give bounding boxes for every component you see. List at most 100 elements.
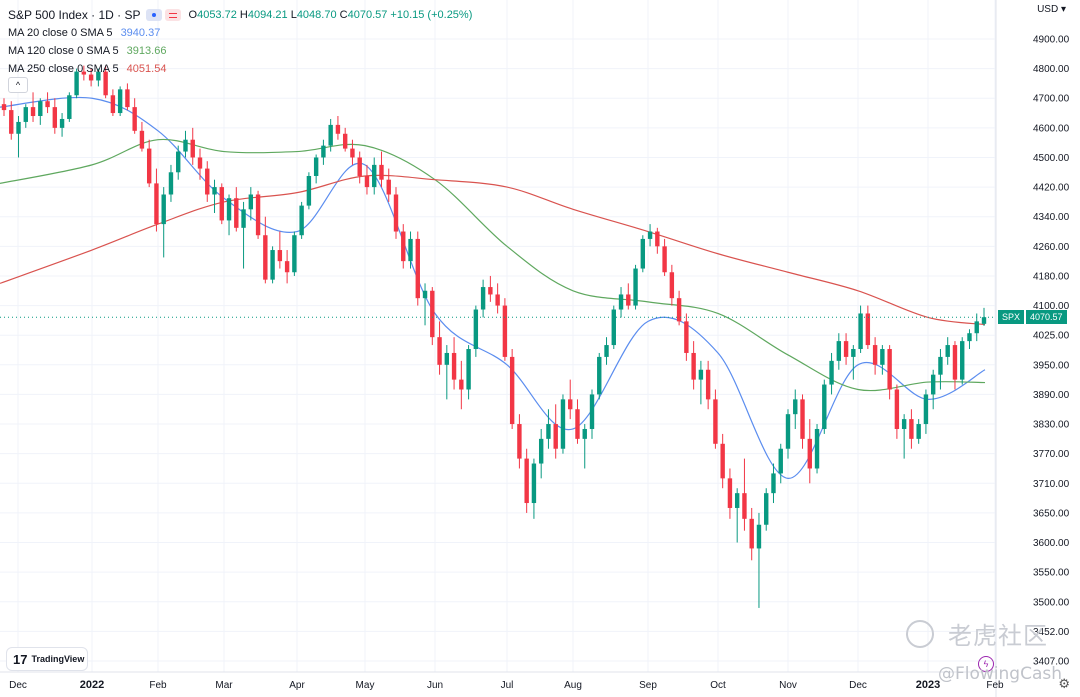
candle-body [444,352,450,365]
candle [168,164,174,202]
candle-body [517,424,522,459]
ma120-label: MA 120 close 0 SMA 5 [8,45,119,57]
time-tick-label: 2022 [80,679,104,691]
candle-body [154,183,159,225]
candle-body [793,399,798,415]
candle-body [938,356,943,375]
candle [132,98,137,134]
visibility-eye-icon[interactable] [145,9,162,21]
tradingview-logo-text: TradingView [31,654,85,664]
candle [698,360,704,405]
collapse-legend-button[interactable]: ^ [8,77,28,93]
candle [379,151,384,188]
candle-body [676,298,682,322]
candle-body [568,399,573,410]
candle [930,369,936,410]
candle-body [284,261,290,273]
candle [176,145,181,180]
candle-body [255,194,261,236]
candle [393,187,399,239]
price-tick-label: 4700.00 [1033,94,1070,105]
candle-body [459,379,464,390]
candle [814,424,820,474]
candle-body [103,71,108,96]
candle [662,238,667,276]
price-tick-label: 3452.00 [1033,627,1070,638]
price-tick-label: 3550.00 [1033,568,1070,579]
currency-selector[interactable]: USD ▾ [1037,4,1066,15]
candle [117,86,123,117]
candle-body [618,294,624,310]
chevron-down-icon: ▾ [1060,4,1066,15]
candle-body [190,139,195,158]
candle-body [502,305,508,357]
candle [292,231,297,276]
candle [364,164,370,195]
candle [894,384,900,439]
candle [960,337,965,385]
time-tick-label: 2023 [916,679,940,691]
candle [517,414,522,469]
badge-value: 4070.57 [1026,310,1067,325]
candle [822,379,827,434]
price-tick-label: 4180.00 [1033,271,1070,282]
candle-body [756,524,762,549]
candle-body [45,101,50,108]
candle [669,264,675,306]
candle-body [553,424,558,449]
candle-body [473,309,479,350]
candle-body [197,157,203,169]
candle [829,352,834,395]
candle-body [168,172,174,195]
candle-body [901,419,907,429]
price-tick-label: 3710.00 [1033,479,1070,490]
candle-body [437,337,442,365]
candle-body [422,290,428,299]
candle [901,414,907,459]
ma250-value: 4051.54 [126,63,167,75]
candle [139,121,145,152]
candle-body [640,238,646,269]
candle [437,321,442,375]
candle [872,337,878,375]
candle-body [161,194,166,225]
candle [836,333,842,370]
candle [67,92,72,122]
price-tick-label: 3830.00 [1033,420,1070,431]
time-tick-label: Feb [149,680,167,691]
gear-icon[interactable]: ⚙ [1058,676,1070,691]
candle-body [212,187,217,195]
time-tick-label: Jun [427,680,443,691]
settings-equal-icon[interactable] [164,9,181,21]
candle [742,458,747,531]
candle-body [778,448,783,474]
candle-body [713,399,718,444]
candle-body [981,317,987,324]
time-tick-label: Dec [849,680,867,691]
tradingview-logo[interactable]: 17 TradingView [6,647,88,671]
time-axis: Dec 2022 Feb Mar Apr May Jun Jul Aug Sep Oct Nov Dec… [0,671,1004,691]
candle [183,130,188,158]
candle-body [974,321,979,334]
candle [415,231,420,306]
price-tick-label: 3950.00 [1033,360,1070,371]
candle [553,404,558,459]
candle-body [219,187,224,221]
candle-body [176,151,181,173]
candle-body [451,352,457,380]
ma20-row[interactable]: MA 20 close 0 SMA 5 3940.37 [8,24,472,42]
flash-icon[interactable]: ϟ [978,656,994,672]
candle-body [509,356,515,425]
candle [582,424,587,469]
candle-body [88,74,94,81]
candle [655,227,660,254]
candle [88,68,94,87]
candle [16,116,21,158]
candle-body [292,235,297,273]
candle [771,463,776,504]
candle [350,139,355,165]
ma120-row[interactable]: MA 120 close 0 SMA 5 3913.66 [8,42,472,60]
price-tick-label: 4100.00 [1033,301,1070,312]
ma250-row[interactable]: MA 250 close 0 SMA 5 4051.54 [8,60,472,78]
